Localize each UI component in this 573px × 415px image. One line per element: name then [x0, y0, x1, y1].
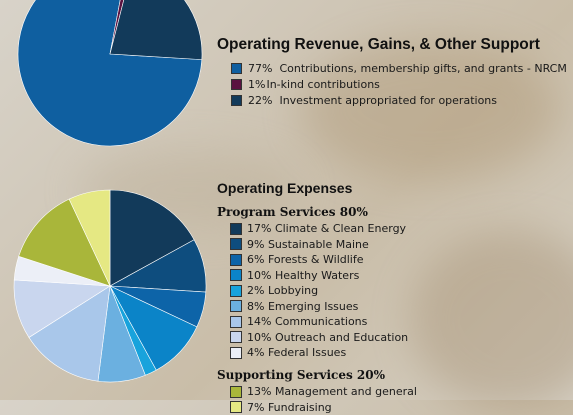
- legend-swatch: [230, 331, 242, 343]
- program-services-legend-item: 2% Lobbying: [230, 283, 408, 299]
- revenue-chart-title: Operating Revenue, Gains, & Other Suppor…: [217, 36, 540, 54]
- legend-percent: 77%: [248, 62, 272, 75]
- program-services-legend-item: 17% Climate & Clean Energy: [230, 221, 408, 237]
- legend-swatch: [231, 63, 242, 74]
- legend-label: 6% Forests & Wildlife: [247, 253, 364, 266]
- revenue-legend: 77% Contributions, membership gifts, and …: [231, 60, 567, 109]
- legend-swatch: [231, 95, 242, 106]
- program-services-legend-item: 14% Communications: [230, 314, 408, 330]
- program-services-legend-item: 4% Federal Issues: [230, 345, 408, 361]
- legend-swatch: [230, 316, 242, 328]
- legend-swatch: [230, 386, 242, 398]
- revenue-legend-item: 1%In-kind contributions: [231, 76, 567, 92]
- program-services-legend: 17% Climate & Clean Energy 9% Sustainable…: [230, 221, 408, 361]
- legend-swatch: [231, 79, 242, 90]
- legend-percent: 22%: [248, 94, 272, 107]
- legend-label: Investment appropriated for operations: [279, 94, 497, 107]
- legend-swatch: [230, 285, 242, 297]
- legend-swatch: [230, 238, 242, 250]
- legend-label: Contributions, membership gifts, and gra…: [279, 62, 566, 75]
- legend-swatch: [230, 347, 242, 359]
- supporting-services-legend-item: 13% Management and general: [230, 384, 417, 400]
- legend-swatch: [230, 254, 242, 266]
- legend-label: 9% Sustainable Maine: [247, 238, 369, 251]
- program-services-legend-item: 6% Forests & Wildlife: [230, 252, 408, 268]
- program-services-legend-item: 10% Outreach and Education: [230, 330, 408, 346]
- expenses-chart-title: Operating Expenses: [217, 180, 352, 196]
- legend-swatch: [230, 300, 242, 312]
- legend-percent: 1%: [248, 78, 265, 91]
- legend-label: 10% Healthy Waters: [247, 269, 359, 282]
- program-services-legend-item: 10% Healthy Waters: [230, 268, 408, 284]
- legend-label: 2% Lobbying: [247, 284, 318, 297]
- legend-swatch: [230, 223, 242, 235]
- legend-label: 10% Outreach and Education: [247, 331, 408, 344]
- legend-swatch: [230, 269, 242, 281]
- program-services-legend-item: 9% Sustainable Maine: [230, 237, 408, 253]
- legend-label: 14% Communications: [247, 315, 367, 328]
- legend-label: 4% Federal Issues: [247, 346, 346, 359]
- supporting-services-legend-item: 7% Fundraising: [230, 400, 417, 415]
- legend-label: 17% Climate & Clean Energy: [247, 222, 406, 235]
- legend-label: 13% Management and general: [247, 385, 417, 398]
- program-services-legend-item: 8% Emerging Issues: [230, 299, 408, 315]
- revenue-legend-item: 22% Investment appropriated for operation…: [231, 93, 567, 109]
- legend-label: In-kind contributions: [266, 78, 379, 91]
- legend-swatch: [230, 401, 242, 413]
- legend-label: 7% Fundraising: [247, 401, 332, 414]
- legend-label: 8% Emerging Issues: [247, 300, 358, 313]
- revenue-legend-item: 77% Contributions, membership gifts, and …: [231, 60, 567, 76]
- supporting-services-heading: Supporting Services 20%: [217, 368, 385, 382]
- program-services-heading: Program Services 80%: [217, 205, 368, 219]
